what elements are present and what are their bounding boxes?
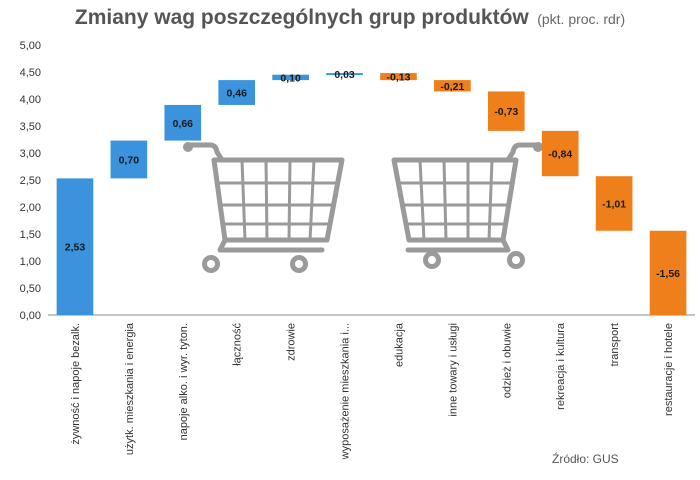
- shopping-cart-icon: [391, 142, 543, 269]
- bar-7: [380, 73, 417, 81]
- bar-6: [326, 73, 363, 76]
- bar-12: [649, 230, 687, 315]
- y-tick-label: 3,00: [20, 148, 41, 160]
- x-tick-label: rekreacja i kultura: [555, 322, 567, 410]
- shopping-cart-icon: [183, 142, 345, 273]
- chart-subtitle: (pkt. proc. rdr): [537, 11, 626, 27]
- data-label: -0,73: [494, 106, 518, 118]
- plot-area: 0,00 0,50 1,00 1,50 2,00 2,50 3,00 3,50 4,00 4,50…: [20, 40, 695, 460]
- data-label: 2,53: [65, 242, 86, 254]
- y-tick-label: 5,00: [20, 40, 41, 52]
- bar-2: [110, 140, 148, 179]
- x-tick-label: restauracje i hotele: [663, 323, 675, 416]
- bar-9: [487, 91, 525, 131]
- y-tick-label: 1,00: [20, 256, 41, 268]
- bar-11: [595, 176, 633, 231]
- data-label: 0,03: [334, 69, 355, 81]
- chart-title-row: Zmiany wag poszczególnych grup produktów…: [0, 6, 700, 30]
- data-label: -1,56: [656, 268, 680, 280]
- data-label: 0,10: [280, 72, 301, 84]
- y-tick-label: 2,00: [20, 202, 41, 214]
- data-label: -1,01: [602, 198, 626, 210]
- x-tick-label: zdrowie: [286, 323, 298, 361]
- y-tick-label: 0,00: [20, 310, 41, 322]
- data-label: -0,21: [440, 81, 464, 93]
- bar-8: [434, 80, 471, 92]
- x-tick-label: inne towary i usługi: [447, 323, 459, 417]
- bar-1: [56, 178, 94, 315]
- x-tick-label: łączność: [232, 323, 244, 366]
- data-label: 0,70: [119, 154, 140, 166]
- y-tick-label: 2,50: [20, 175, 41, 187]
- x-tick-label: edukacja: [393, 322, 405, 367]
- bar-3: [164, 104, 202, 141]
- bar-4: [218, 80, 256, 105]
- data-label: -0,13: [386, 72, 410, 84]
- data-label: 0,46: [226, 88, 247, 100]
- data-label: -0,84: [548, 149, 572, 161]
- source-note: Źródło: GUS: [552, 452, 619, 466]
- y-tick-label: 4,50: [20, 67, 41, 79]
- x-tick-label: odzież i obuwie: [501, 323, 513, 398]
- x-tick-label: napoje alko. i wyr. tyton.: [178, 323, 190, 440]
- bar-5: [272, 74, 309, 81]
- data-label: 0,66: [173, 118, 194, 130]
- x-tick-label: wyposażenie mieszkania i...: [340, 323, 352, 460]
- y-tick-label: 0,50: [20, 283, 41, 295]
- x-tick-label: transport: [609, 323, 621, 366]
- y-tick-label: 4,00: [20, 94, 41, 106]
- cart-decorations: [183, 142, 543, 273]
- y-tick-label: 1,50: [20, 229, 41, 241]
- y-tick-label: 3,50: [20, 121, 41, 133]
- chart-title: Zmiany wag poszczególnych grup produktów: [74, 6, 529, 29]
- x-tick-label: żywność i napoje bezalk.: [70, 323, 82, 445]
- x-tick-label: użytk. mieszkania i energia: [124, 322, 136, 455]
- bar-10: [541, 130, 579, 177]
